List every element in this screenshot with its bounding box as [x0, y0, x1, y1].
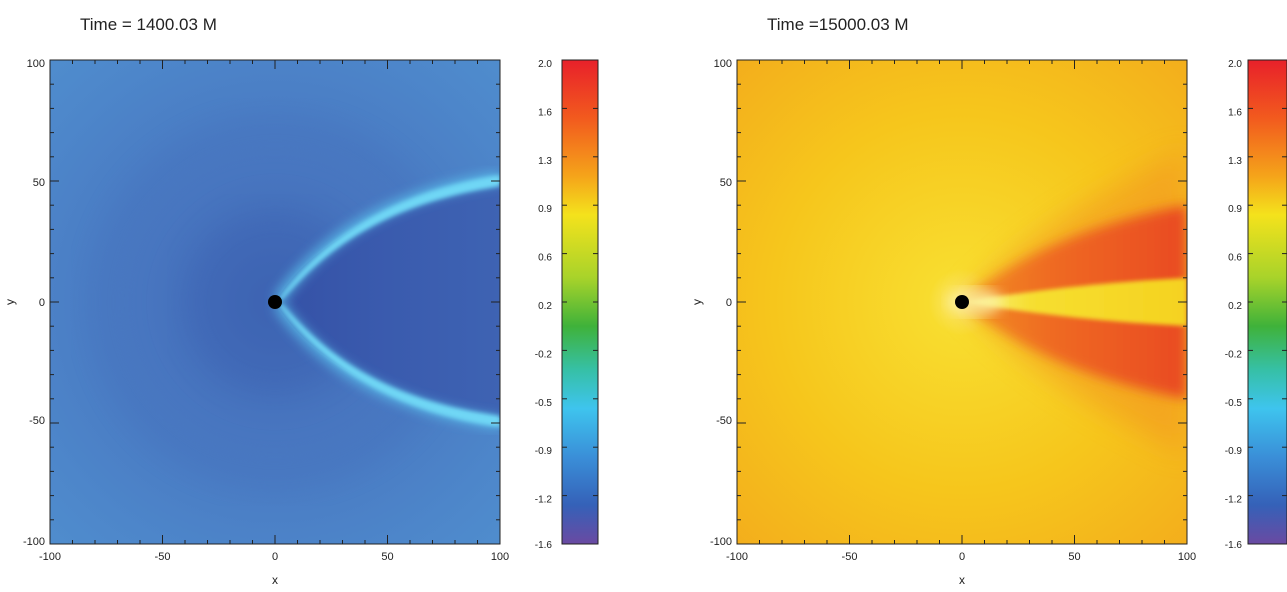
colorbar: 2.0 1.6 1.3 0.9 0.6 0.2 -0.2 -0.5 -0.9 -… [535, 59, 599, 551]
x-tick-label: 50 [381, 551, 393, 563]
y-axis-label: y [3, 299, 17, 305]
x-axis-label: x [959, 573, 965, 587]
colorbar-label: 1.3 [538, 156, 552, 167]
plot-title: Time = 1400.03 M [80, 15, 217, 34]
colorbar-labels: 2.0 1.6 1.3 0.9 0.6 0.2 -0.2 -0.5 -0.9 -… [1225, 59, 1243, 551]
x-tick-label: 0 [272, 551, 278, 563]
colorbar-label: 0.2 [538, 301, 552, 312]
shock-front-lower [279, 303, 500, 427]
x-tick-labels: -100 -50 0 50 100 [39, 551, 509, 563]
y-tick-label: 50 [720, 177, 732, 189]
colorbar-label: -1.6 [1225, 540, 1243, 551]
y-tick-labels: -100 -50 0 50 100 [710, 58, 732, 548]
colorbar-label: -0.9 [535, 446, 553, 457]
colorbar-label: 0.6 [538, 253, 552, 264]
y-tick-label: -50 [29, 415, 45, 427]
y-tick-label: 100 [714, 58, 732, 70]
colorbar-label: -0.5 [535, 398, 553, 409]
colorbar-label: 1.3 [1228, 156, 1242, 167]
colorbar-labels: 2.0 1.6 1.3 0.9 0.6 0.2 -0.2 -0.5 -0.9 -… [535, 59, 553, 551]
colorbar-label: 1.6 [538, 107, 552, 118]
y-axis-label: y [690, 299, 704, 305]
y-tick-label: 50 [33, 177, 45, 189]
shock-front-upper [279, 175, 500, 301]
y-tick-label: -100 [710, 536, 732, 548]
colorbar-label: -0.2 [535, 349, 553, 360]
panel-left: Time = 1400.03 M -100 -50 0 50 100 -100 … [3, 15, 599, 587]
plot-title: Time =15000.03 M [767, 15, 909, 34]
y-tick-label: 0 [39, 297, 45, 309]
colorbar-label: 1.6 [1228, 107, 1242, 118]
x-tick-label: 100 [1178, 551, 1196, 563]
y-tick-labels: -100 -50 0 50 100 [23, 58, 45, 548]
axis-ticks [736, 59, 1188, 545]
x-tick-labels: -100 -50 0 50 100 [726, 551, 1196, 563]
x-axis-label: x [272, 573, 278, 587]
y-tick-label: -50 [716, 415, 732, 427]
colorbar-label: -1.6 [535, 540, 553, 551]
colorbar-ticks [562, 59, 598, 545]
y-tick-label: 0 [726, 297, 732, 309]
x-tick-label: 0 [959, 551, 965, 563]
colorbar: 2.0 1.6 1.3 0.9 0.6 0.2 -0.2 -0.5 -0.9 -… [1225, 59, 1287, 551]
black-hole-marker [955, 295, 969, 309]
jet-core [964, 278, 1187, 326]
colorbar-strip [561, 59, 599, 545]
x-tick-label: -100 [726, 551, 748, 563]
colorbar-label: 0.2 [1228, 301, 1242, 312]
panel-right: Time =15000.03 M -100 -50 0 50 100 -100 … [690, 15, 1287, 587]
colorbar-label: -1.2 [535, 495, 553, 506]
axis-ticks [49, 59, 501, 545]
y-tick-label: -100 [23, 536, 45, 548]
x-tick-label: -50 [155, 551, 171, 563]
black-hole-marker [268, 295, 282, 309]
x-tick-label: -100 [39, 551, 61, 563]
y-tick-label: 100 [27, 58, 45, 70]
colorbar-label: -0.2 [1225, 349, 1243, 360]
x-tick-label: -50 [842, 551, 858, 563]
colorbar-label: 2.0 [538, 59, 552, 70]
colorbar-label: 0.9 [538, 204, 552, 215]
x-tick-label: 50 [1068, 551, 1080, 563]
x-tick-label: 100 [491, 551, 509, 563]
colorbar-strip [1247, 59, 1287, 545]
colorbar-label: -0.9 [1225, 446, 1243, 457]
colorbar-label: 2.0 [1228, 59, 1242, 70]
colorbar-label: 0.6 [1228, 253, 1242, 264]
colorbar-label: -0.5 [1225, 398, 1243, 409]
colorbar-ticks [1248, 59, 1287, 545]
colorbar-label: -1.2 [1225, 495, 1243, 506]
colorbar-label: 0.9 [1228, 204, 1242, 215]
